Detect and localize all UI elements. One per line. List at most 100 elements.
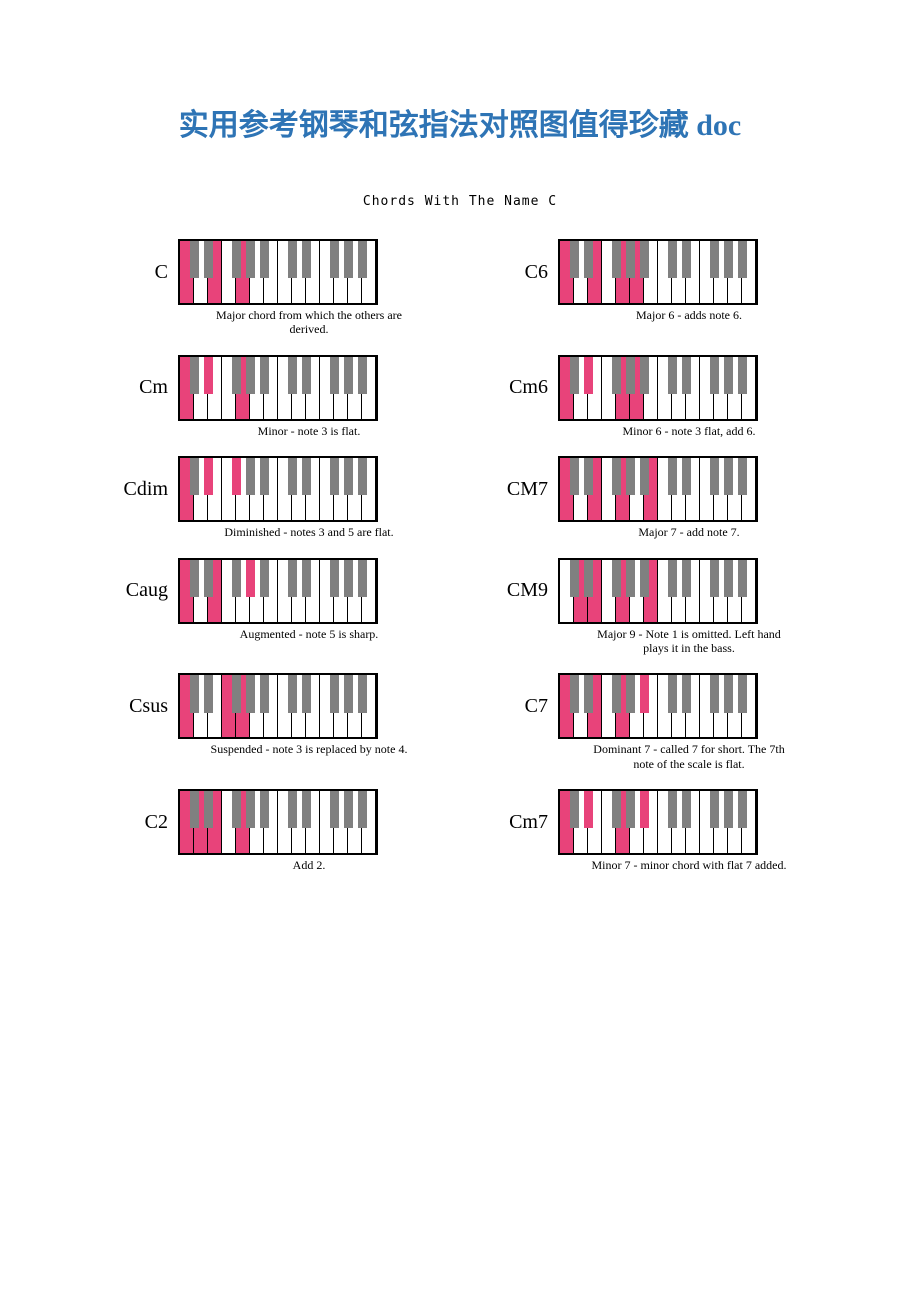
white-key <box>630 560 644 622</box>
white-key <box>362 675 376 737</box>
white-key <box>560 241 574 303</box>
white-key <box>686 241 700 303</box>
white-key <box>602 241 616 303</box>
white-key <box>292 458 306 520</box>
white-key <box>742 675 756 737</box>
chord-description: Augmented - note 5 is sharp. <box>240 627 379 641</box>
white-key <box>208 458 222 520</box>
white-key <box>180 458 194 520</box>
white-key <box>672 675 686 737</box>
white-key <box>362 560 376 622</box>
white-key <box>292 357 306 419</box>
chord-block: C7Dominant 7 - called 7 for short. The 7… <box>480 673 820 771</box>
white-key <box>222 241 236 303</box>
white-key <box>672 357 686 419</box>
chord-block: CdimDiminished - notes 3 and 5 are flat. <box>100 456 440 539</box>
white-key <box>714 791 728 853</box>
white-key <box>306 675 320 737</box>
piano-keyboard <box>558 355 758 421</box>
white-key <box>320 458 334 520</box>
piano-keyboard <box>558 456 758 522</box>
chord-block: CsusSuspended - note 3 is replaced by no… <box>100 673 440 771</box>
white-key <box>602 357 616 419</box>
chord-block: C2Add 2. <box>100 789 440 872</box>
chord-description: Major chord from which the others are de… <box>209 308 409 337</box>
white-key <box>672 791 686 853</box>
chord-name-label: Cm7 <box>480 811 558 834</box>
chord-block: Cm6 Minor 6 - note 3 flat, add 6. <box>480 355 820 438</box>
white-key <box>672 560 686 622</box>
page-title: 实用参考钢琴和弦指法对照图值得珍藏 doc <box>60 100 860 144</box>
chord-name-label: CM7 <box>480 478 558 501</box>
white-key <box>348 357 362 419</box>
white-key <box>658 675 672 737</box>
white-key <box>250 560 264 622</box>
white-key <box>250 241 264 303</box>
white-key <box>574 560 588 622</box>
white-key <box>278 357 292 419</box>
white-key <box>222 791 236 853</box>
chord-name-label: CM9 <box>480 579 558 602</box>
chord-block: CM7Major 7 - add note 7. <box>480 456 820 539</box>
white-key <box>742 357 756 419</box>
white-key <box>320 241 334 303</box>
white-key <box>616 791 630 853</box>
white-key <box>588 357 602 419</box>
white-key <box>250 791 264 853</box>
white-key <box>334 458 348 520</box>
white-key <box>658 241 672 303</box>
white-key <box>700 357 714 419</box>
white-key <box>320 560 334 622</box>
white-key <box>348 675 362 737</box>
white-key <box>362 791 376 853</box>
white-key <box>658 458 672 520</box>
white-key <box>334 675 348 737</box>
chord-block: CMajor chord from which the others are d… <box>100 239 440 337</box>
white-key <box>686 458 700 520</box>
white-key <box>194 458 208 520</box>
white-key <box>334 357 348 419</box>
white-key <box>630 241 644 303</box>
white-key <box>180 357 194 419</box>
white-key <box>208 241 222 303</box>
white-key <box>348 458 362 520</box>
white-key <box>588 458 602 520</box>
piano-keyboard <box>558 673 758 739</box>
white-key <box>714 458 728 520</box>
chord-description: Minor 6 - note 3 flat, add 6. <box>623 424 756 438</box>
white-key <box>700 458 714 520</box>
white-key <box>278 241 292 303</box>
white-key <box>320 675 334 737</box>
white-key <box>658 357 672 419</box>
white-key <box>306 458 320 520</box>
white-key <box>714 357 728 419</box>
white-key <box>292 241 306 303</box>
chord-name-label: Caug <box>100 579 178 602</box>
piano-keyboard <box>178 558 378 624</box>
white-key <box>222 560 236 622</box>
white-key <box>222 458 236 520</box>
white-key <box>208 675 222 737</box>
white-key <box>630 791 644 853</box>
white-key <box>588 560 602 622</box>
white-key <box>236 241 250 303</box>
white-key <box>686 791 700 853</box>
white-key <box>672 241 686 303</box>
white-key <box>700 675 714 737</box>
white-key <box>742 791 756 853</box>
white-key <box>292 675 306 737</box>
white-key <box>644 458 658 520</box>
chord-block: Caug Augmented - note 5 is sharp. <box>100 558 440 656</box>
white-key <box>644 675 658 737</box>
chord-name-label: Cm6 <box>480 376 558 399</box>
white-key <box>320 357 334 419</box>
white-key <box>728 791 742 853</box>
chord-block: CM9Major 9 - Note 1 is omitted. Left han… <box>480 558 820 656</box>
white-key <box>574 791 588 853</box>
white-key <box>616 560 630 622</box>
white-key <box>742 560 756 622</box>
white-key <box>362 241 376 303</box>
white-key <box>194 357 208 419</box>
white-key <box>236 357 250 419</box>
white-key <box>686 560 700 622</box>
